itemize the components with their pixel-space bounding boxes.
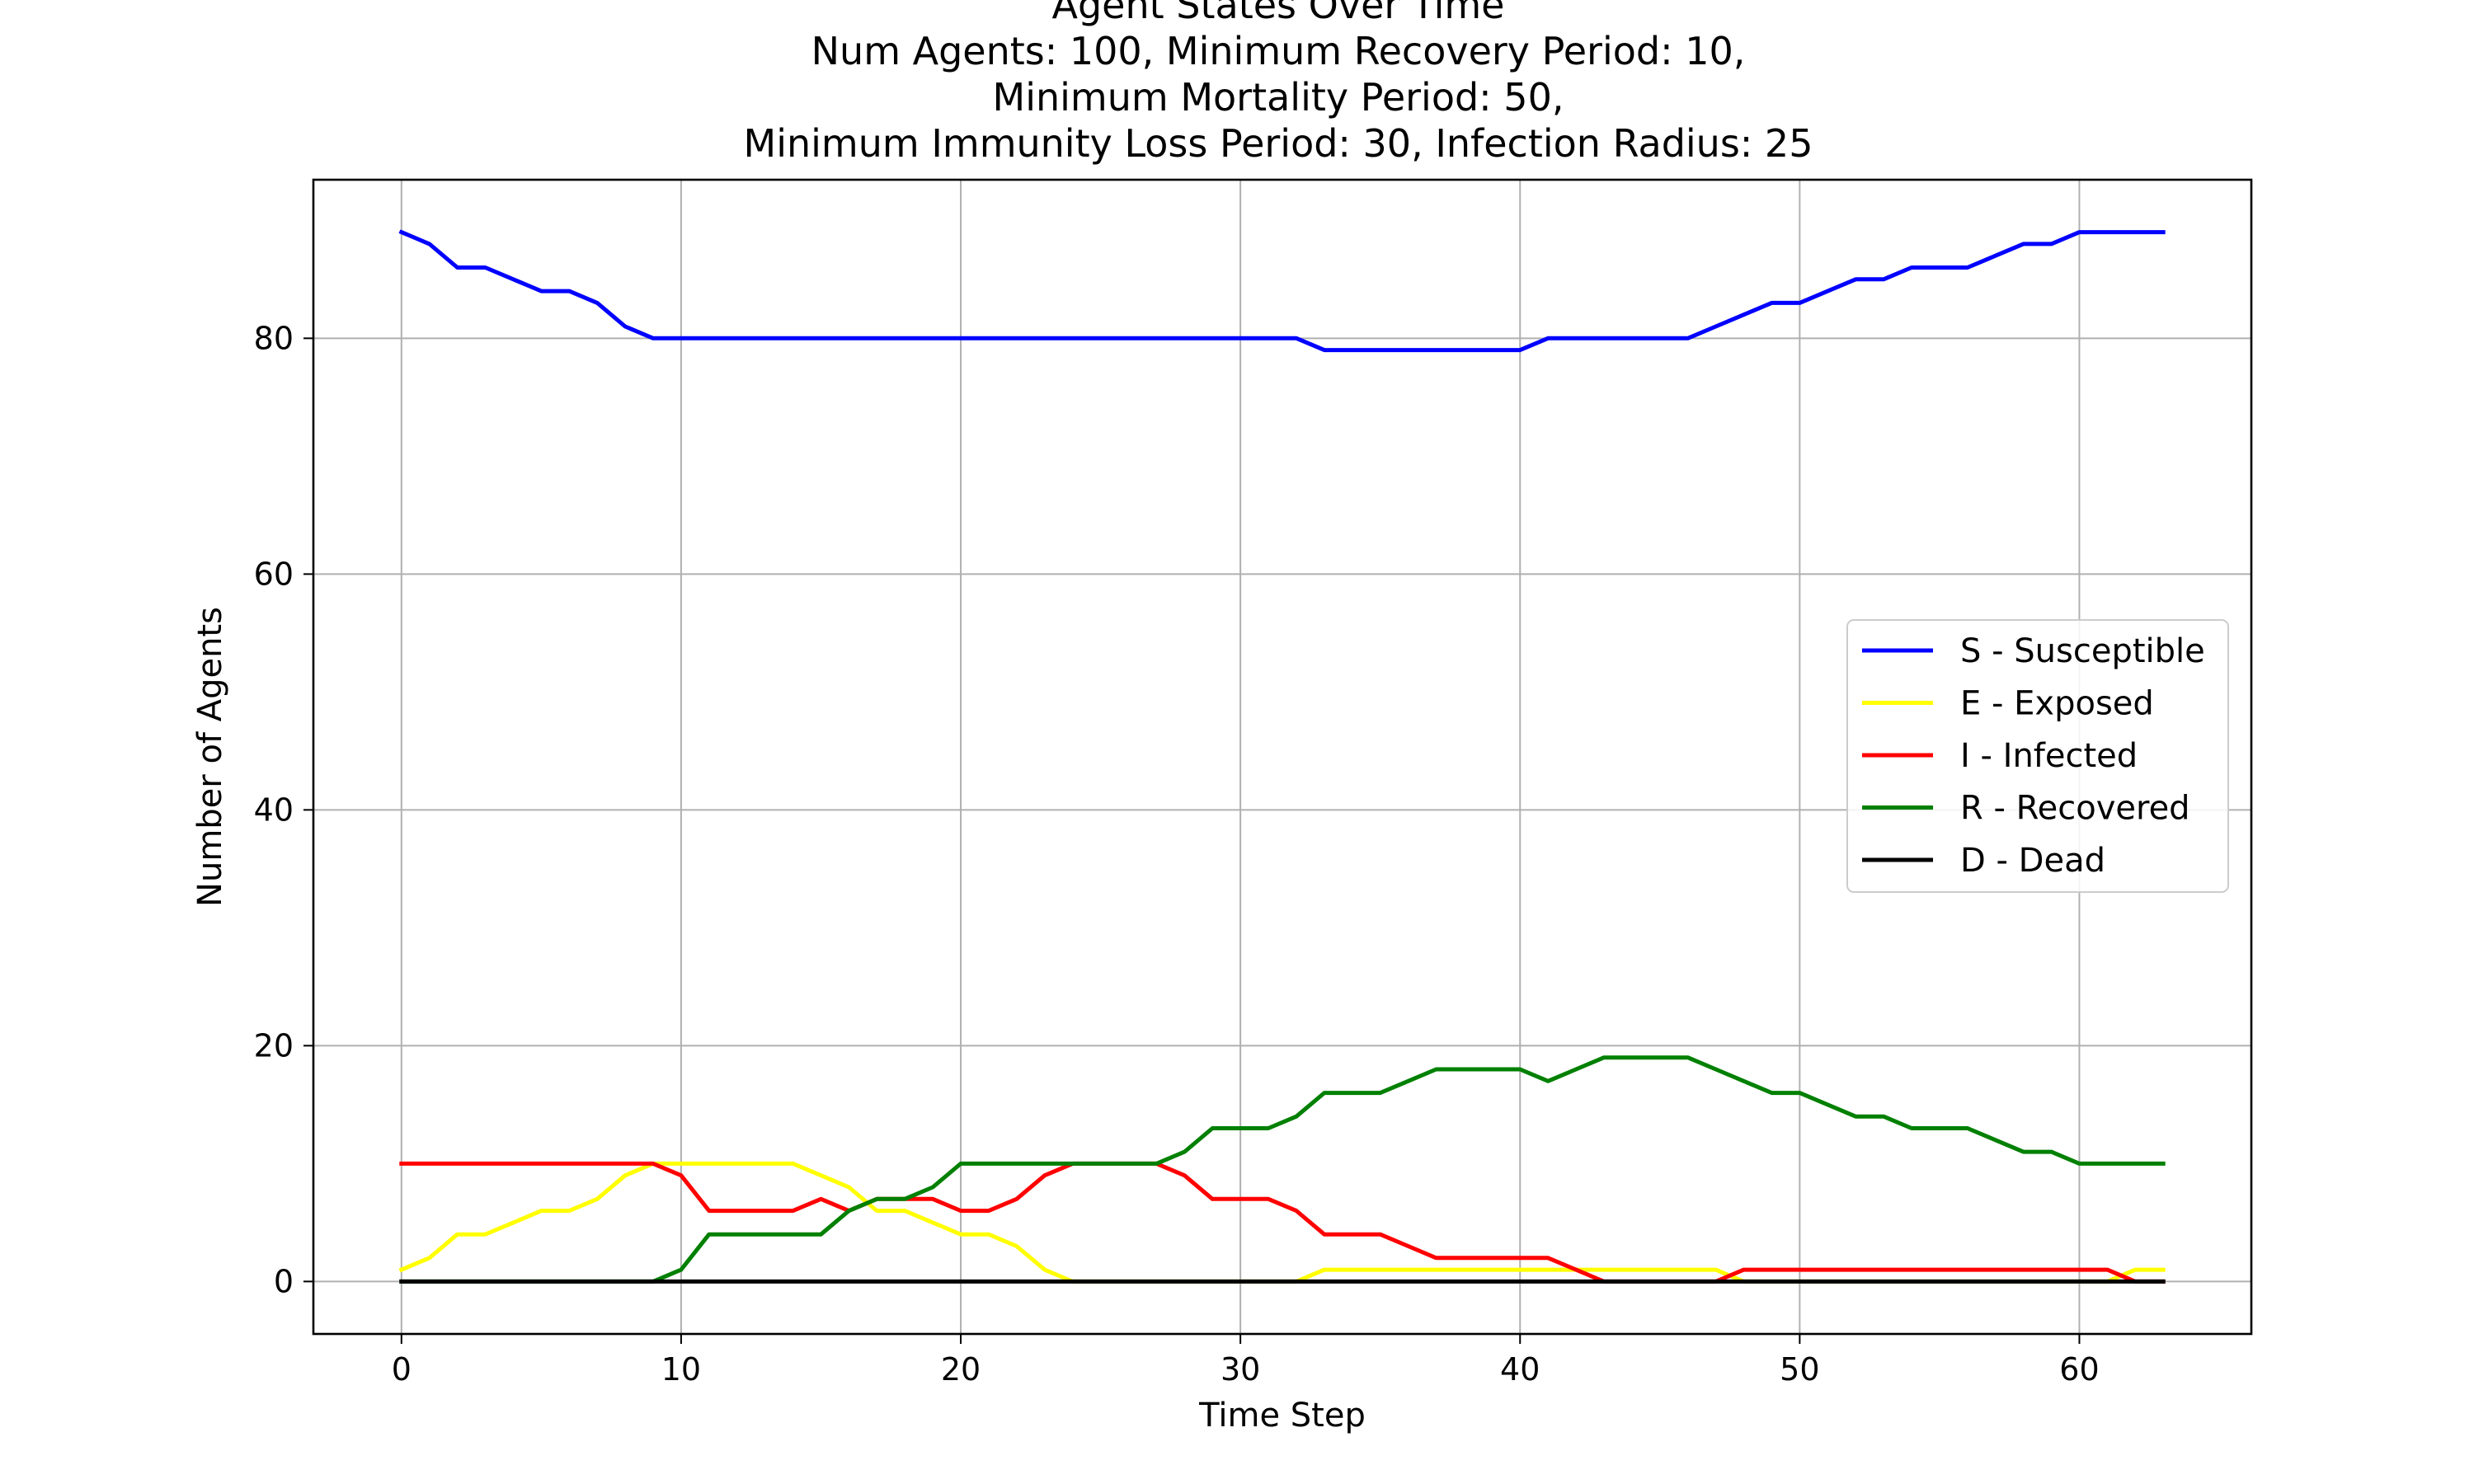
axis-ticks: 0 10 20 30 40 50 60 0 20 40 60 80 bbox=[254, 320, 2100, 1388]
y-axis-label: Number of Agents bbox=[191, 607, 229, 907]
legend-label-exposed: E - Exposed bbox=[1960, 685, 2154, 723]
series-line-susceptible bbox=[398, 229, 2166, 353]
x-tick-label: 50 bbox=[1780, 1351, 1819, 1388]
series-lines bbox=[398, 229, 2166, 1284]
series-line-exposed bbox=[398, 1161, 2166, 1284]
y-tick-label: 40 bbox=[254, 791, 294, 828]
y-tick-label: 0 bbox=[274, 1263, 294, 1299]
legend-label-recovered: R - Recovered bbox=[1960, 790, 2190, 828]
legend-label-dead: D - Dead bbox=[1960, 842, 2105, 880]
legend-box bbox=[1846, 619, 2229, 893]
legend-label-infected: I - Infected bbox=[1960, 737, 2138, 775]
x-tick-label: 10 bbox=[661, 1351, 701, 1388]
title-line-3: Minimum Mortality Period: 50, bbox=[993, 75, 1564, 120]
legend: S - Susceptible E - Exposed I - Infected R … bbox=[1846, 619, 2229, 893]
x-tick-label: 20 bbox=[941, 1351, 981, 1388]
y-tick-label: 60 bbox=[254, 556, 294, 592]
y-tick-label: 80 bbox=[254, 320, 294, 356]
x-tick-label: 0 bbox=[392, 1351, 412, 1388]
series-line-recovered bbox=[399, 1055, 2166, 1284]
title-line-2: Num Agents: 100, Minimum Recovery Period… bbox=[811, 29, 1746, 73]
x-tick-label: 60 bbox=[2059, 1351, 2099, 1388]
x-tick-label: 40 bbox=[1500, 1351, 1540, 1388]
chart-title: Agent States Over Time Num Agents: 100, … bbox=[744, 0, 1813, 166]
x-axis-label: Time Step bbox=[1198, 1397, 1366, 1435]
title-line-1: Agent States Over Time bbox=[1052, 0, 1505, 27]
x-tick-label: 30 bbox=[1221, 1351, 1260, 1388]
plot-area-frame bbox=[312, 178, 2253, 1336]
y-tick-label: 20 bbox=[254, 1027, 294, 1064]
title-line-4: Minimum Immunity Loss Period: 30, Infect… bbox=[744, 121, 1813, 166]
legend-label-susceptible: S - Susceptible bbox=[1960, 632, 2205, 670]
series-line-infected bbox=[399, 1161, 2166, 1284]
